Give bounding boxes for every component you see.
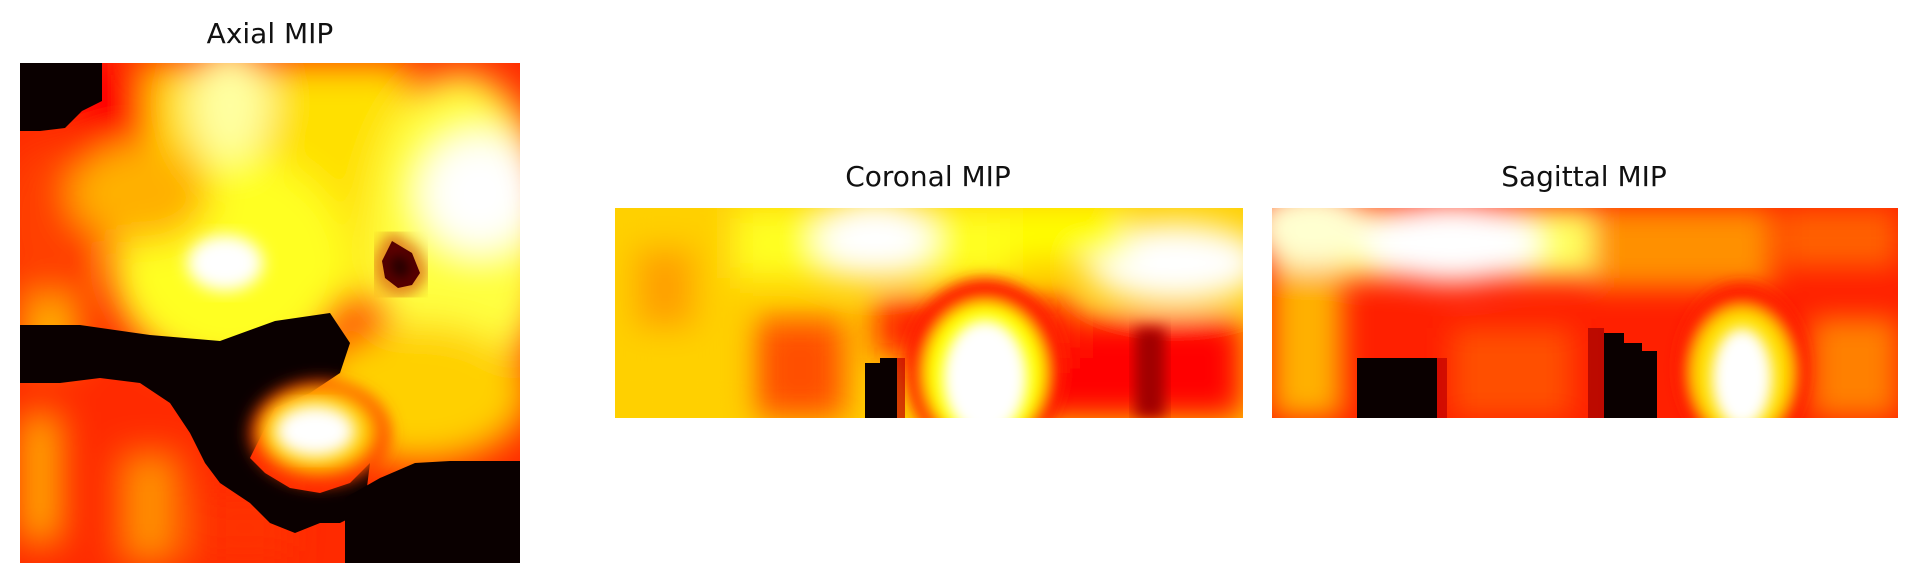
axial-dark-band xyxy=(20,313,370,533)
coronal-heatmap xyxy=(615,208,1243,418)
coronal-mip-image xyxy=(615,208,1243,418)
coronal-mip-title: Coronal MIP xyxy=(845,160,1011,193)
axial-heatmap xyxy=(20,63,520,563)
axial-mip-title: Axial MIP xyxy=(206,17,334,50)
axial-mip-image xyxy=(20,63,520,563)
sagittal-heatmap xyxy=(1272,208,1898,418)
sagittal-mip-title: Sagittal MIP xyxy=(1501,160,1667,193)
sagittal-mip-image xyxy=(1272,208,1898,418)
